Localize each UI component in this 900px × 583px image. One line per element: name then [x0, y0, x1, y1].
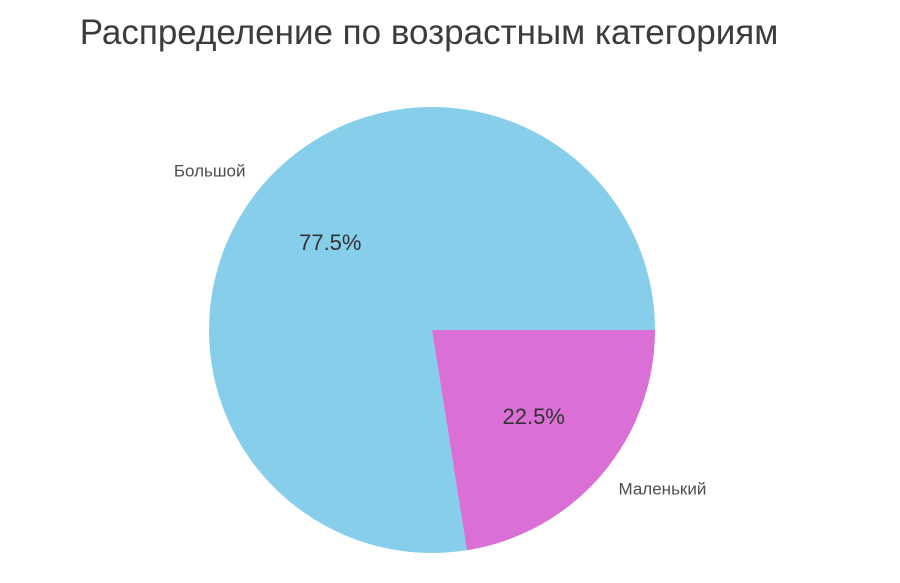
slice-percent-malenkiy: 22.5% [502, 403, 565, 429]
pie-slice-1 [432, 330, 655, 551]
pie-slice-0 [209, 106, 655, 553]
slice-label-malenkiy: Маленький [618, 479, 707, 499]
slice-label-bolshoy: Большой [173, 161, 246, 181]
slice-percent-bolshoy: 77.5% [299, 230, 362, 256]
chart-title: Распределение по возрастным категориям [79, 13, 779, 52]
